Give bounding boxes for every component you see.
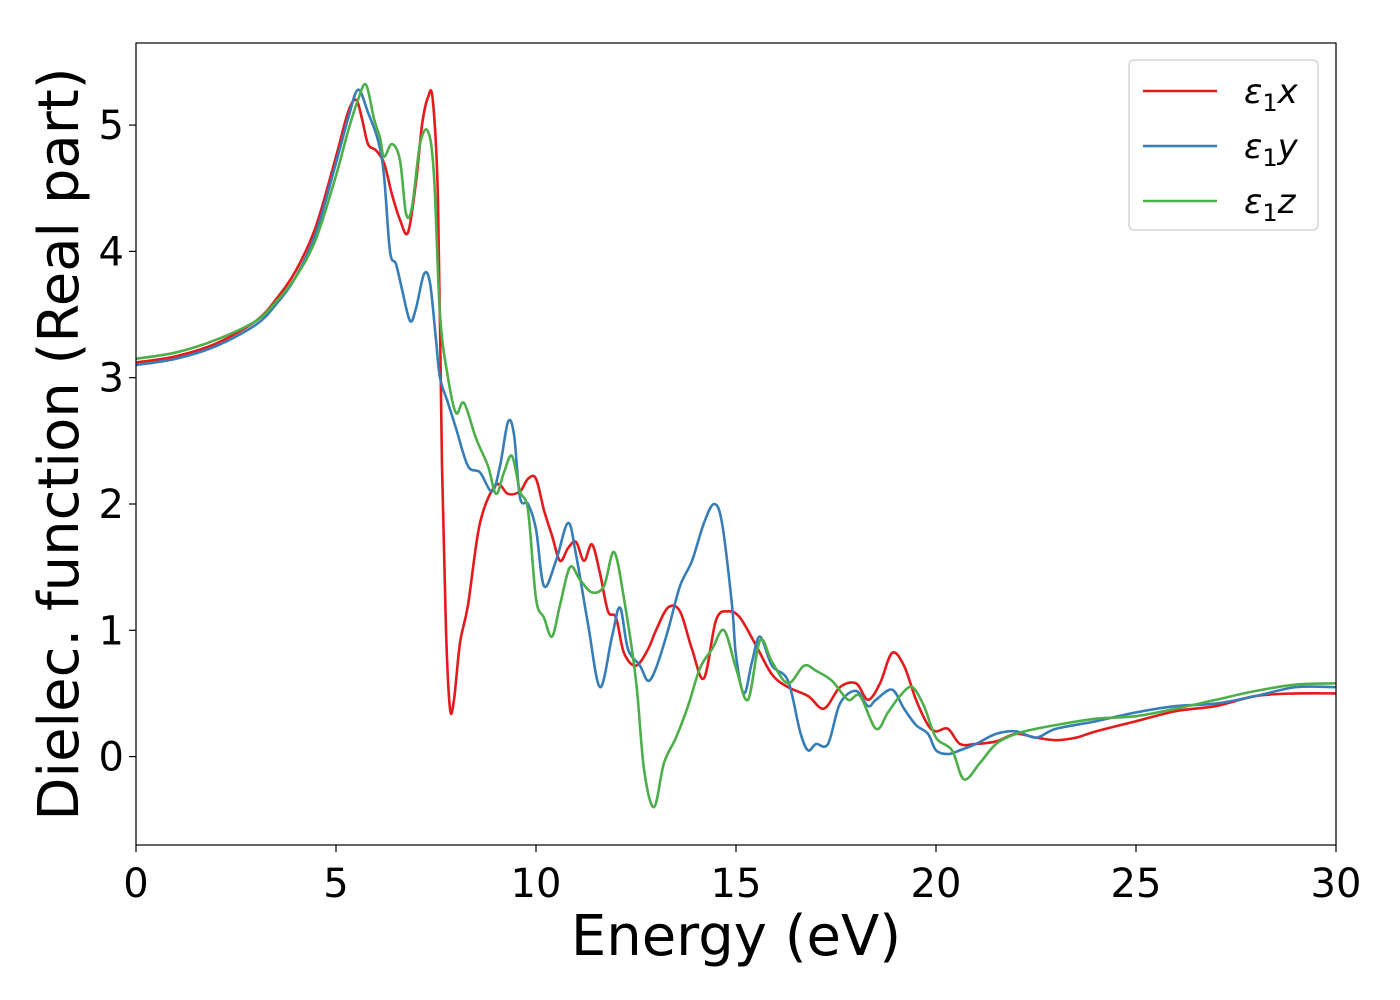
y-tick-label: 5 — [99, 103, 124, 149]
x-tick-label: 5 — [323, 861, 348, 907]
x-axis-ticks: 0 5 10 15 20 25 30 — [123, 845, 1361, 907]
legend: ε1x ε1y ε1z — [1128, 59, 1319, 231]
y-tick-label: 0 — [99, 735, 124, 781]
series-line-z — [136, 82, 1336, 809]
y-tick-label: 3 — [99, 356, 124, 402]
series-line-y — [136, 88, 1336, 756]
x-tick-label: 20 — [911, 861, 962, 907]
legend-label-z: ε1z — [1244, 182, 1297, 227]
y-axis-ticks: 0 1 2 3 4 5 — [99, 103, 136, 781]
series-line-x — [136, 89, 1336, 747]
x-tick-label: 10 — [511, 861, 562, 907]
x-tick-label: 0 — [123, 861, 148, 907]
x-axis-label: Energy (eV) — [571, 904, 901, 969]
y-tick-label: 4 — [99, 229, 124, 275]
series-lines — [136, 82, 1336, 809]
y-axis-label: Dielec. function (Real part) — [27, 67, 92, 820]
x-tick-label: 15 — [711, 861, 762, 907]
legend-box — [1128, 59, 1319, 231]
x-tick-label: 25 — [1111, 861, 1162, 907]
x-tick-label: 30 — [1311, 861, 1362, 907]
legend-label-x: ε1x — [1244, 72, 1299, 117]
y-tick-label: 2 — [99, 482, 124, 528]
legend-label-y: ε1y — [1244, 127, 1299, 172]
y-tick-label: 1 — [99, 608, 124, 654]
